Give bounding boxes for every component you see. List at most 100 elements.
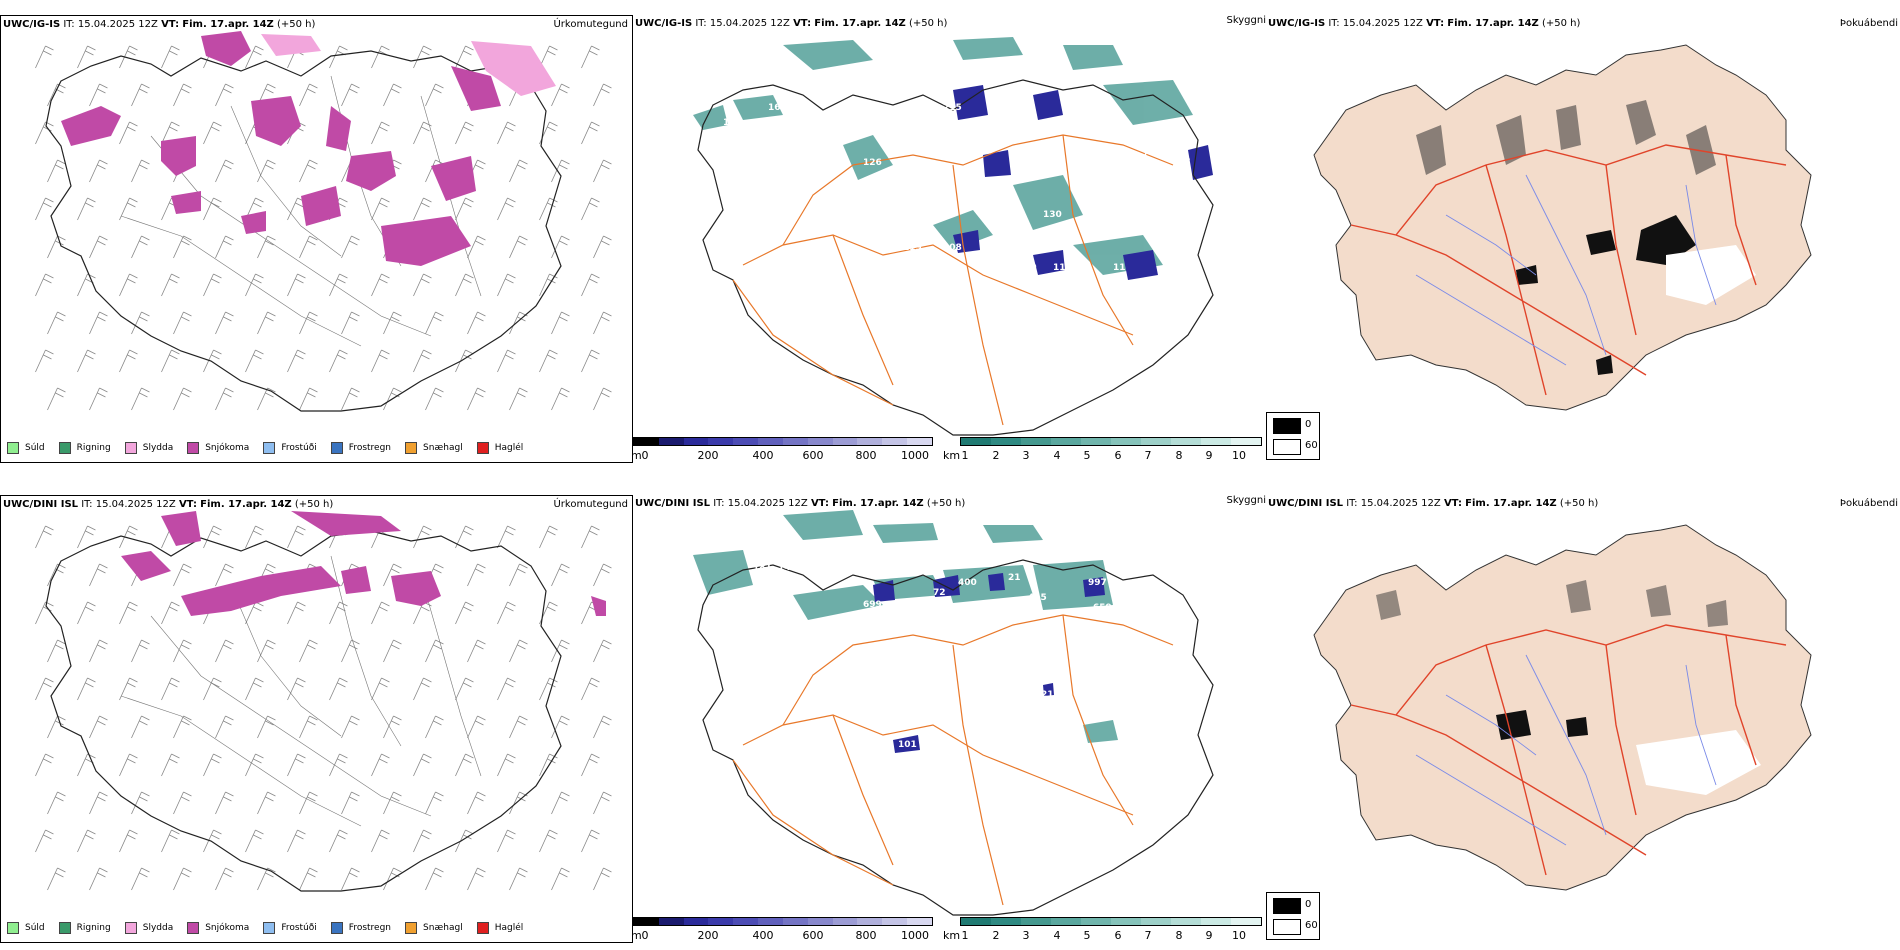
- lead-time: (+50 h): [926, 498, 966, 509]
- wind-barb: [371, 197, 390, 221]
- wind-barb: [509, 235, 528, 259]
- wind-barb: [551, 83, 570, 107]
- it-value: 15.04.2025 12Z: [95, 499, 176, 510]
- wind-barb: [215, 867, 234, 891]
- ceiling-label: 191: [723, 118, 742, 128]
- visibility-tick: 5: [1083, 449, 1091, 462]
- colorbar-segment: [1081, 438, 1111, 445]
- model-name: UWC/IG-IS: [3, 19, 61, 30]
- wind-barb: [89, 791, 108, 815]
- vt-label: VT:: [793, 18, 812, 29]
- wind-barb: [467, 867, 486, 891]
- wind-barb: [551, 639, 570, 663]
- vt-value: Fim. 17.apr. 14Z: [1465, 498, 1557, 509]
- wind-barb: [455, 349, 474, 373]
- ceiling-label: 11: [988, 236, 1001, 246]
- fog-legend-label: 60: [1305, 440, 1318, 451]
- visibility-tick: 7: [1144, 449, 1152, 462]
- wind-barb: [329, 753, 348, 777]
- wind-barb: [551, 867, 570, 891]
- wind-barb: [131, 83, 150, 107]
- precip-type-map: [35, 31, 612, 412]
- ceiling-label: 133: [1193, 108, 1212, 118]
- wind-barb: [161, 829, 180, 853]
- wind-barb: [497, 829, 516, 853]
- colorbar-segment: [1171, 438, 1201, 445]
- legend-item: Snjókoma: [187, 922, 249, 934]
- wind-barb: [341, 235, 360, 259]
- wind-barb: [551, 235, 570, 259]
- wind-barb: [203, 273, 222, 297]
- wind-barb: [287, 273, 306, 297]
- it-label: IT:: [695, 18, 707, 29]
- fog-legend-label: 60: [1305, 920, 1318, 931]
- wind-barb: [35, 197, 54, 221]
- panel-header: UWC/DINI ISL IT: 15.04.2025 12Z VT: Fim.…: [3, 499, 333, 510]
- wind-barb: [77, 45, 96, 69]
- wind-barb: [131, 867, 150, 891]
- colorbar-segment: [758, 438, 783, 445]
- wind-barb: [539, 829, 558, 853]
- wind-barb: [467, 235, 486, 259]
- wind-barb: [509, 867, 528, 891]
- ceiling-label: 21: [753, 123, 766, 133]
- wind-barb: [77, 753, 96, 777]
- ceiling-label: 76: [1143, 148, 1156, 158]
- fog-legend-bottom: 0 60: [1266, 892, 1320, 940]
- legend-swatch: [263, 922, 276, 934]
- precip-type-panel-top: UWC/IG-IS IT: 15.04.2025 12Z VT: Fim. 17…: [0, 15, 633, 463]
- wind-barb: [173, 639, 192, 663]
- colorbar-segment: [832, 438, 858, 445]
- fog-legend-label: 0: [1305, 899, 1312, 910]
- ceiling-tick: 400: [752, 449, 774, 462]
- colorbar-segment: [882, 918, 908, 925]
- visibility-title: Skyggni: [1226, 15, 1266, 26]
- wind-barb: [119, 601, 138, 625]
- wind-barb: [245, 273, 264, 297]
- legend-label: Haglél: [494, 443, 524, 453]
- wind-barb: [425, 791, 444, 815]
- legend-label: Snæhagl: [423, 923, 463, 933]
- visibility-tick: 10: [1232, 929, 1246, 942]
- wind-barb: [77, 525, 96, 549]
- model-name: UWC/DINI ISL: [635, 498, 711, 509]
- wind-barb: [551, 311, 570, 335]
- wind-barb: [509, 563, 528, 587]
- wind-barb: [257, 639, 276, 663]
- wind-barb: [131, 387, 150, 411]
- wind-barb: [287, 753, 306, 777]
- legend-item: Súld: [7, 442, 45, 454]
- colorbar-segment: [832, 918, 858, 925]
- wind-barb: [497, 121, 516, 145]
- legend-label: Frostregn: [348, 443, 392, 453]
- wind-barb: [35, 45, 54, 69]
- fog-swatch-dark: [1273, 418, 1301, 434]
- colorbar-segment: [1201, 438, 1231, 445]
- colorbar-segment: [961, 918, 991, 925]
- visibility-tick: 6: [1114, 449, 1122, 462]
- vt-value: Fim. 17.apr. 14Z: [182, 19, 274, 30]
- wind-barb: [539, 601, 558, 625]
- wind-barb: [161, 273, 180, 297]
- wind-barb: [371, 121, 390, 145]
- colorbar-segment: [1021, 918, 1051, 925]
- wind-barb: [383, 715, 402, 739]
- wind-barb: [371, 753, 390, 777]
- wind-barb: [341, 639, 360, 663]
- vt-value: Fim. 17.apr. 14Z: [1447, 18, 1539, 29]
- wind-barb: [497, 677, 516, 701]
- wind-barb: [497, 349, 516, 373]
- wind-barb: [257, 715, 276, 739]
- wind-barb: [497, 273, 516, 297]
- lead-time: (+50 h): [294, 499, 334, 510]
- wind-barb: [215, 563, 234, 587]
- colorbar-segment: [782, 918, 808, 925]
- colorbar-segment: [634, 438, 659, 445]
- precip-type-title: Úrkomutegund: [553, 499, 628, 510]
- wind-barb: [35, 753, 54, 777]
- ceiling-label: 72: [933, 588, 946, 598]
- ceiling-label: 94: [1178, 188, 1191, 198]
- panel-header: UWC/IG-IS IT: 15.04.2025 12Z VT: Fim. 17…: [635, 18, 947, 29]
- visibility-unit: km: [943, 929, 961, 942]
- wind-barb: [329, 45, 348, 69]
